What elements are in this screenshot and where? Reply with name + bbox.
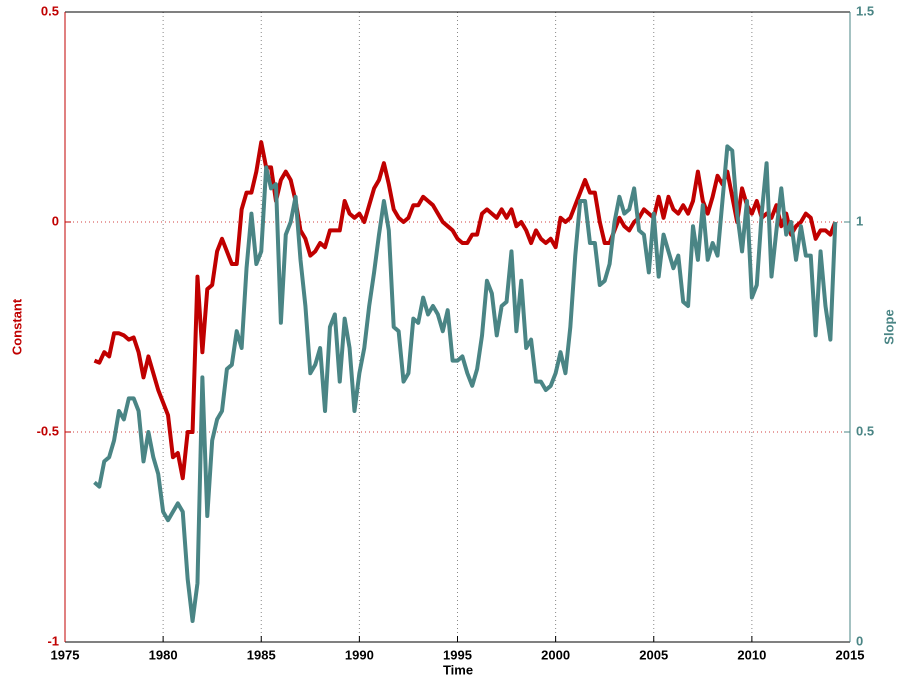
x-tick-label: 1980 [149,647,178,662]
x-tick-label: 2015 [836,647,865,662]
x-tick-label: 2005 [639,647,668,662]
x-tick-label: 2000 [541,647,570,662]
y2-tick-label: 1 [856,213,863,228]
x-tick-label: 1975 [51,647,80,662]
series-line [93,140,838,481]
y2-tick-label: 1.5 [856,3,874,18]
x-tick-label: 1995 [443,647,472,662]
y2-tick-label: 0.5 [856,423,874,438]
series-line [93,144,838,623]
x-tick-label: 2010 [737,647,766,662]
y-tick-label: -1 [47,633,59,648]
x-tick-label: 1990 [345,647,374,662]
y-tick-label: -0.5 [37,423,59,438]
x-axis-label: Time [443,662,473,677]
y-tick-label: 0.5 [41,3,59,18]
y2-tick-label: 0 [856,633,863,648]
y-tick-label: 0 [52,213,59,228]
y2-axis-label: Slope [881,309,896,344]
x-tick-label: 1985 [247,647,276,662]
y-axis-label: Constant [9,298,24,355]
